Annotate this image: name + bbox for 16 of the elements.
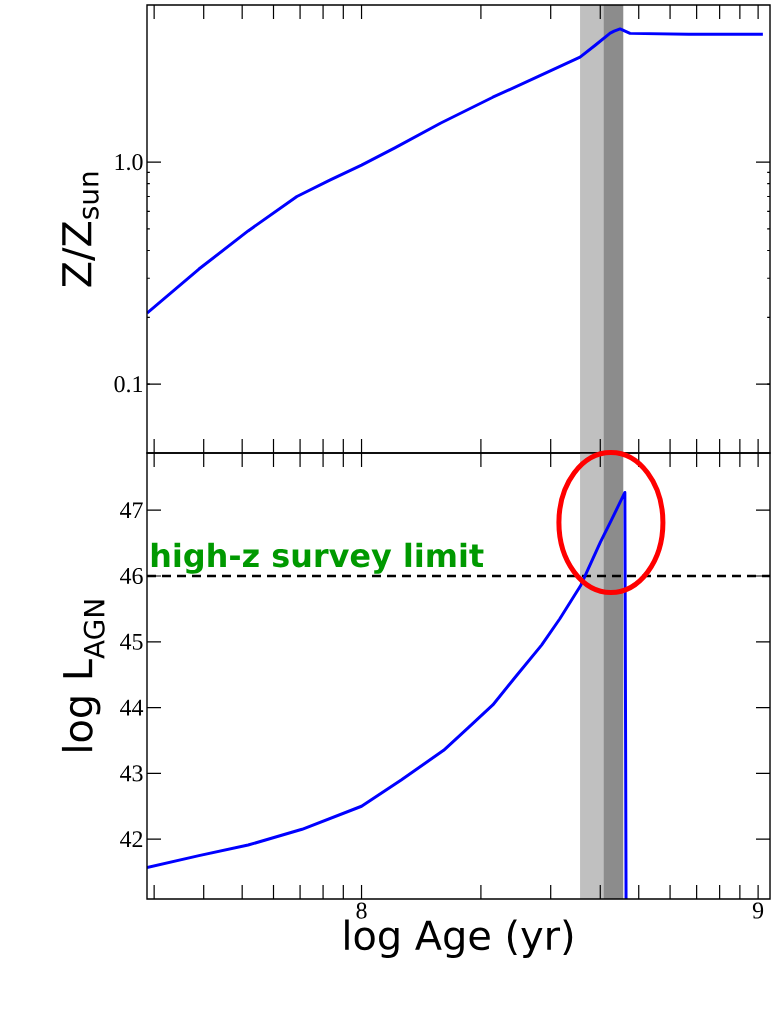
y-tick-label: 1.0 <box>115 153 143 171</box>
y-tick-label: 47 <box>120 502 143 519</box>
line-series <box>147 27 765 315</box>
y-axis-title: Z/Z$_{sun}$ <box>62 172 99 287</box>
y-tick-label: 42 <box>120 831 143 848</box>
y-tick-label: 43 <box>120 765 143 782</box>
x-tick-label: 9 <box>752 902 764 919</box>
y-tick-label: 46 <box>120 567 143 585</box>
line-series <box>147 490 628 899</box>
y-tick-label: 45 <box>120 633 143 650</box>
y-tick-label: 44 <box>120 699 144 716</box>
x-tick-label: 8 <box>356 902 367 919</box>
y-tick-label: 0.1 <box>114 376 143 393</box>
ref-line-label: high-z survey limit <box>151 542 484 574</box>
x-axis-title: log Age (yr) <box>345 919 573 959</box>
y-axis-title: log L$_{AGN}$ <box>61 600 105 751</box>
